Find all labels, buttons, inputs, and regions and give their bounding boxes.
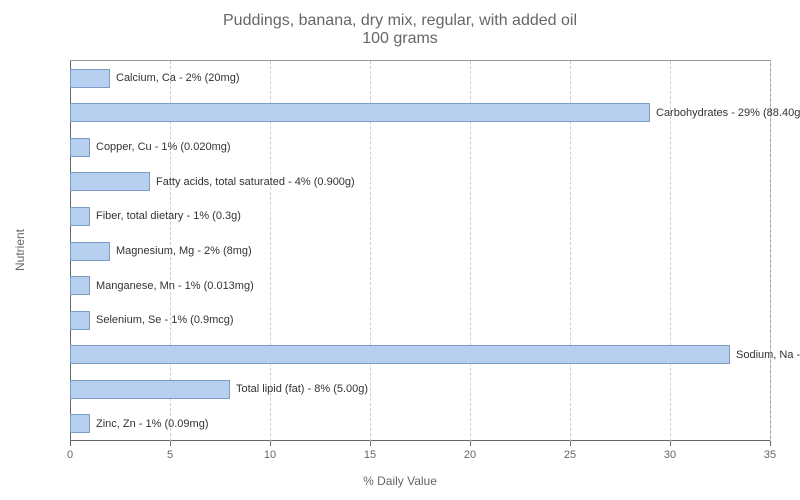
bar-label: Selenium, Se - 1% (0.9mcg) bbox=[96, 315, 234, 326]
bar-label: Manganese, Mn - 1% (0.013mg) bbox=[96, 281, 254, 292]
x-tick bbox=[70, 441, 71, 446]
bar bbox=[70, 207, 90, 226]
bar-label: Copper, Cu - 1% (0.020mg) bbox=[96, 142, 231, 153]
plot-area: Calcium, Ca - 2% (20mg)Carbohydrates - 2… bbox=[70, 60, 771, 441]
bar-label: Sodium, Na - 33% (788mg) bbox=[736, 350, 800, 361]
x-tick-label: 15 bbox=[364, 449, 376, 461]
bar bbox=[70, 276, 90, 295]
x-tick bbox=[370, 441, 371, 446]
x-tick bbox=[470, 441, 471, 446]
chart-container: Puddings, banana, dry mix, regular, with… bbox=[0, 0, 800, 500]
chart-title-line2: 100 grams bbox=[0, 30, 800, 48]
bar-label: Calcium, Ca - 2% (20mg) bbox=[116, 73, 239, 84]
bar-label: Fatty acids, total saturated - 4% (0.900… bbox=[156, 177, 355, 188]
bar-label: Zinc, Zn - 1% (0.09mg) bbox=[96, 419, 208, 430]
x-axis bbox=[70, 440, 770, 441]
x-tick-label: 20 bbox=[464, 449, 476, 461]
x-tick-label: 25 bbox=[564, 449, 576, 461]
x-tick bbox=[670, 441, 671, 446]
x-tick bbox=[570, 441, 571, 446]
x-tick-label: 35 bbox=[764, 449, 776, 461]
bar-label: Total lipid (fat) - 8% (5.00g) bbox=[236, 384, 368, 395]
bar bbox=[70, 414, 90, 433]
x-tick bbox=[270, 441, 271, 446]
bar bbox=[70, 311, 90, 330]
x-tick bbox=[770, 441, 771, 446]
bar-label: Fiber, total dietary - 1% (0.3g) bbox=[96, 211, 241, 222]
x-tick-label: 10 bbox=[264, 449, 276, 461]
x-tick-label: 0 bbox=[67, 449, 73, 461]
x-tick-label: 5 bbox=[167, 449, 173, 461]
bar bbox=[70, 345, 730, 364]
x-tick-label: 30 bbox=[664, 449, 676, 461]
bar bbox=[70, 380, 230, 399]
x-tick bbox=[170, 441, 171, 446]
chart-title-line1: Puddings, banana, dry mix, regular, with… bbox=[0, 12, 800, 30]
bar-label: Magnesium, Mg - 2% (8mg) bbox=[116, 246, 252, 257]
bar bbox=[70, 103, 650, 122]
bar bbox=[70, 242, 110, 261]
y-axis-label: Nutrient bbox=[13, 229, 27, 271]
bar bbox=[70, 69, 110, 88]
bar bbox=[70, 172, 150, 191]
x-axis-label: % Daily Value bbox=[363, 474, 437, 488]
bar bbox=[70, 138, 90, 157]
bar-label: Carbohydrates - 29% (88.40g) bbox=[656, 108, 800, 119]
